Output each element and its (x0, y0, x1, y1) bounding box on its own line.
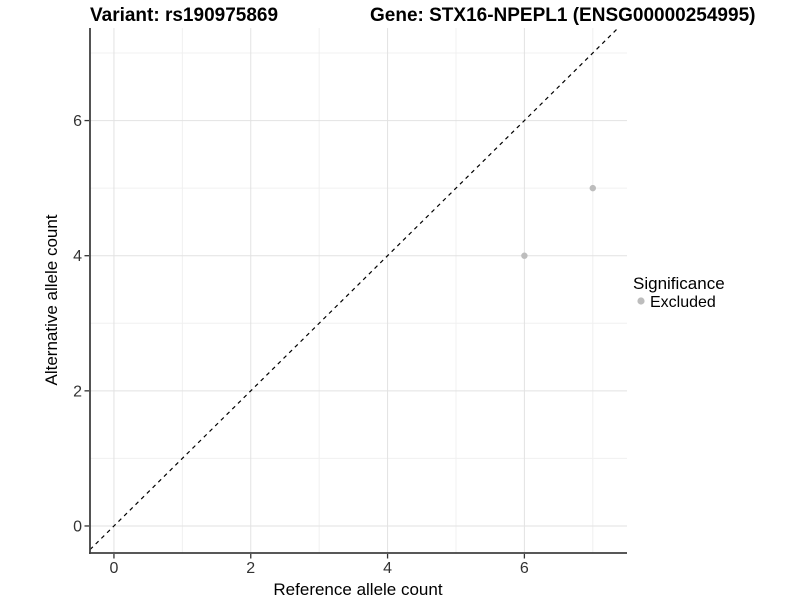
x-tick-label: 6 (520, 560, 529, 577)
identity-reference-line (89, 27, 619, 551)
tick-marks (84, 119, 526, 559)
axis-lines (89, 28, 627, 554)
major-gridlines (90, 28, 627, 553)
data-point (521, 252, 528, 259)
x-tick-label: 2 (246, 560, 255, 577)
legend-point-icon (637, 297, 645, 305)
legend: Significance Excluded (633, 274, 725, 311)
x-tick-label: 0 (109, 560, 118, 577)
legend-title: Significance (633, 274, 725, 293)
x-axis-label: Reference allele count (273, 580, 442, 599)
y-tick-label: 4 (73, 248, 82, 265)
x-tick-label: 4 (383, 560, 392, 577)
gene-title: Gene: STX16-NPEPL1 (ENSG00000254995) (370, 5, 755, 26)
minor-gridlines (90, 28, 627, 553)
y-axis-label: Alternative allele count (42, 214, 61, 385)
data-point (589, 184, 596, 192)
legend-items: Excluded (637, 294, 716, 311)
y-tick-label: 0 (73, 518, 82, 535)
legend-item-label: Excluded (650, 294, 716, 311)
tick-labels: 0 2 4 6 0 2 4 6 (73, 113, 529, 577)
y-tick-label: 6 (73, 113, 82, 130)
identity-dashed-line (89, 27, 619, 551)
y-tick-label: 2 (73, 383, 82, 400)
variant-title: Variant: rs190975869 (90, 5, 278, 26)
data-points (521, 184, 596, 259)
